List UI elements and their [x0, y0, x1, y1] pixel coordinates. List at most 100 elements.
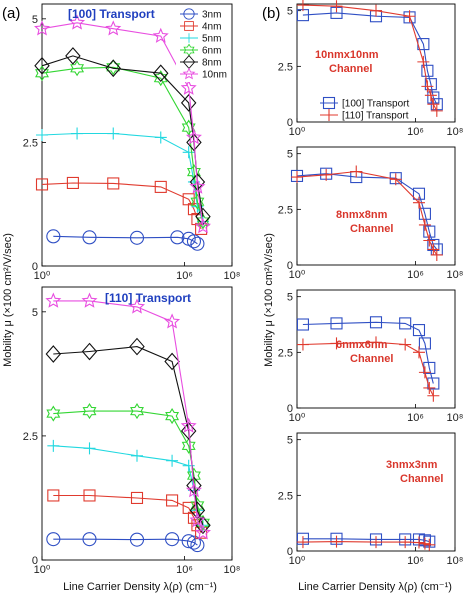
chart-b_8nm: 10⁰ 10⁶ 10⁸ 0 2.5 5 8nmx8nm Channel	[278, 146, 464, 281]
data-point	[165, 532, 180, 547]
data-point	[185, 129, 202, 145]
data-point	[164, 352, 180, 371]
data-point	[36, 129, 48, 141]
data-point	[423, 538, 436, 551]
data-point	[65, 47, 81, 65]
data-point	[296, 338, 309, 351]
data-point	[165, 408, 180, 425]
x-tick-label: 10⁰	[289, 126, 306, 138]
data-point	[153, 64, 169, 83]
data-point	[154, 131, 167, 144]
series--110-transport	[296, 535, 436, 551]
data-point	[129, 532, 145, 547]
series-line	[41, 132, 204, 222]
y-tick-label: 2.5	[278, 490, 293, 502]
data-point	[35, 65, 49, 82]
chart-title-line: 10nmx10nm	[315, 49, 379, 61]
y-tick-label: 5	[287, 149, 293, 161]
data-point	[181, 437, 196, 454]
legend-entry: [100] Transport	[342, 99, 409, 110]
legend-marker	[184, 21, 194, 31]
data-point	[70, 60, 85, 77]
series--110-transport	[291, 165, 443, 261]
series--100-transport	[296, 532, 436, 548]
series-line	[302, 321, 434, 384]
y-tick-label: 0	[287, 117, 293, 129]
legend-bg	[176, 6, 230, 82]
legend-marker	[182, 67, 196, 80]
x-tick-label: 10⁸	[224, 564, 241, 576]
series-4nm	[35, 176, 208, 235]
data-point	[46, 405, 61, 422]
plot-frame	[296, 3, 456, 123]
x-tick-label: 10⁰	[34, 564, 51, 576]
chart-b_6nm: 10⁰ 10⁶ 10⁸ 0 2.5 5 6nmx6nm Channel	[278, 289, 464, 424]
data-point	[190, 538, 205, 553]
data-point	[412, 536, 425, 549]
chart-title-line: Channel	[350, 353, 393, 365]
data-point	[34, 20, 50, 36]
data-point	[46, 532, 61, 547]
data-point	[182, 146, 195, 159]
y-tick-label: 0	[32, 261, 38, 273]
y-tick-label: 5	[32, 14, 38, 26]
y-tick-label: 2.5	[23, 137, 38, 149]
data-point	[166, 454, 179, 467]
data-point	[430, 248, 443, 261]
plot-frame	[296, 432, 456, 552]
data-point	[181, 534, 196, 549]
series-line	[53, 235, 198, 245]
plot-frame	[41, 286, 233, 561]
legend-marker	[323, 109, 335, 121]
data-point	[164, 313, 181, 329]
panel-a-label: (a)	[2, 5, 20, 22]
chart-title-line: Channel	[400, 473, 443, 485]
chart-a_bottom: 10⁰ 10⁶ 10⁸ 0 2.5 5 [110] Transport	[23, 286, 241, 576]
series-line	[53, 410, 204, 523]
data-point	[170, 230, 185, 245]
data-point	[291, 171, 303, 184]
x-tick-label: 10⁸	[447, 269, 464, 281]
x-tick-label: 10⁸	[224, 270, 241, 282]
data-point	[66, 176, 79, 190]
series-5nm	[36, 127, 209, 228]
data-point	[83, 442, 96, 455]
data-point	[180, 422, 197, 440]
y-tick-label: 2.5	[278, 61, 293, 73]
data-point	[129, 337, 145, 356]
data-point	[350, 165, 363, 178]
series-6nm	[46, 403, 210, 531]
y-tick-label: 5	[287, 435, 293, 447]
y-tick-label: 2.5	[278, 204, 293, 216]
chart-title: [100] Transport	[68, 7, 155, 21]
data-point	[424, 89, 437, 102]
y-tick-label: 5	[287, 292, 293, 304]
data-point	[130, 403, 144, 420]
x-tick-label: 10⁸	[447, 412, 464, 424]
series-line	[302, 341, 434, 397]
data-point	[369, 316, 383, 329]
legend-entry: 5nm	[202, 34, 221, 45]
data-point	[107, 127, 120, 140]
data-point	[412, 346, 425, 359]
x-tick-label: 10⁶	[407, 269, 424, 281]
data-point	[190, 193, 205, 210]
data-point	[166, 494, 179, 507]
data-point	[180, 94, 197, 112]
legend-marker	[322, 96, 336, 110]
series--110-transport	[296, 0, 443, 117]
series-line	[53, 538, 198, 546]
chart-a_top: 10⁰ 10⁶ 10⁸ 0 2.5 5 [100] Transport 3nm4nm5nm6n…	[23, 3, 241, 282]
x-tick-label: 10⁶	[176, 270, 193, 282]
data-point	[189, 511, 206, 528]
x-tick-label: 10⁰	[289, 412, 306, 424]
data-point	[45, 345, 62, 363]
data-point	[69, 14, 86, 30]
y-tick-label: 0	[32, 555, 38, 567]
series-line	[53, 346, 204, 526]
legend-entry: [110] Transport	[342, 111, 409, 122]
y-tick-label: 0	[287, 260, 293, 272]
data-point	[403, 10, 416, 23]
y-axis-label-a: Mobility μ (×100 cm²/V/sec)	[2, 233, 14, 367]
